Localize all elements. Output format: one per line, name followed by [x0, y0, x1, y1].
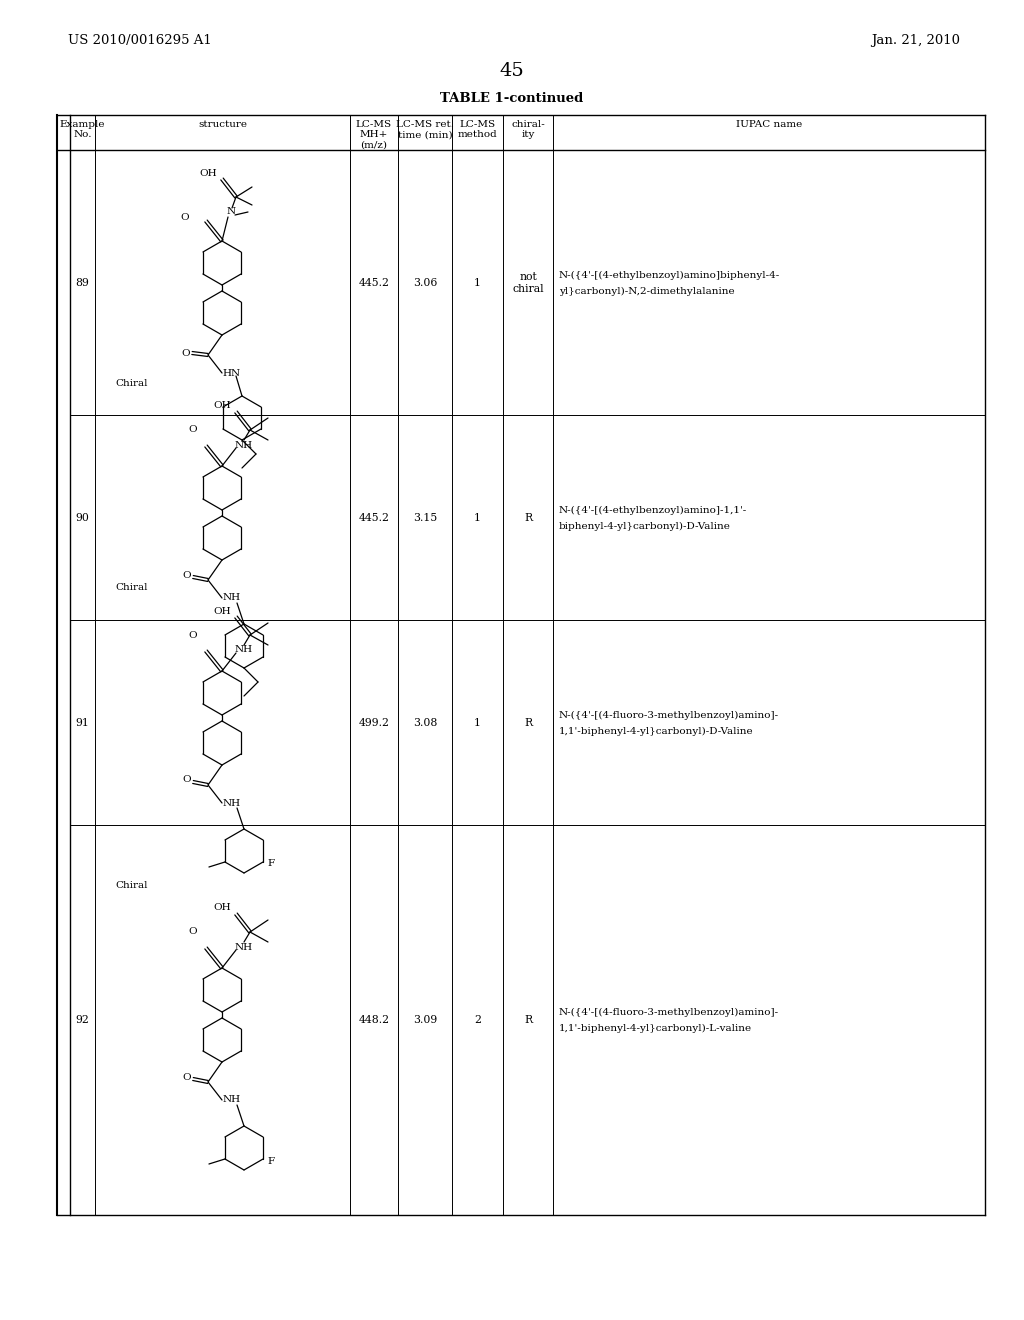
- Text: F: F: [267, 859, 274, 869]
- Text: O: O: [182, 570, 191, 579]
- Text: 3.09: 3.09: [413, 1015, 437, 1026]
- Text: 3.06: 3.06: [413, 279, 437, 288]
- Text: 1: 1: [474, 718, 481, 729]
- Text: Example
No.: Example No.: [59, 120, 105, 140]
- Text: Chiral: Chiral: [115, 583, 147, 593]
- Text: N: N: [226, 207, 236, 216]
- Text: 89: 89: [76, 279, 89, 288]
- Text: LC-MS
MH+
(m/z): LC-MS MH+ (m/z): [356, 120, 392, 149]
- Text: O: O: [182, 1072, 191, 1081]
- Text: R: R: [524, 1015, 532, 1026]
- Text: O: O: [180, 213, 189, 222]
- Text: TABLE 1-continued: TABLE 1-continued: [440, 92, 584, 106]
- Text: not
chiral: not chiral: [512, 272, 544, 294]
- Text: Chiral: Chiral: [115, 880, 147, 890]
- Text: N-({4'-[(4-ethylbenzoyl)amino]biphenyl-4-: N-({4'-[(4-ethylbenzoyl)amino]biphenyl-4…: [559, 271, 780, 280]
- Text: O: O: [181, 348, 190, 358]
- Text: 92: 92: [76, 1015, 89, 1026]
- Text: HN: HN: [223, 368, 241, 378]
- Text: 445.2: 445.2: [358, 513, 389, 523]
- Text: F: F: [267, 1156, 274, 1166]
- Text: OH: OH: [200, 169, 217, 177]
- Text: 445.2: 445.2: [358, 279, 389, 288]
- Text: US 2010/0016295 A1: US 2010/0016295 A1: [68, 34, 212, 48]
- Text: IUPAC name: IUPAC name: [736, 120, 802, 129]
- Text: yl}carbonyl)-N,2-dimethylalanine: yl}carbonyl)-N,2-dimethylalanine: [559, 286, 734, 296]
- Text: R: R: [524, 513, 532, 523]
- Text: 91: 91: [76, 718, 89, 729]
- Text: NH: NH: [223, 594, 241, 602]
- Text: OH: OH: [213, 903, 230, 912]
- Text: O: O: [188, 928, 198, 936]
- Text: R: R: [524, 718, 532, 729]
- Text: chiral-
ity: chiral- ity: [511, 120, 545, 140]
- Text: NH: NH: [234, 645, 253, 655]
- Text: 45: 45: [500, 62, 524, 81]
- Text: 499.2: 499.2: [358, 718, 389, 729]
- Text: O: O: [182, 776, 191, 784]
- Text: NH: NH: [223, 799, 241, 808]
- Text: 1: 1: [474, 513, 481, 523]
- Text: N-({4'-[(4-ethylbenzoyl)amino]-1,1'-: N-({4'-[(4-ethylbenzoyl)amino]-1,1'-: [559, 506, 748, 515]
- Text: 3.15: 3.15: [413, 513, 437, 523]
- Text: 1,1'-biphenyl-4-yl}carbonyl)-D-Valine: 1,1'-biphenyl-4-yl}carbonyl)-D-Valine: [559, 726, 754, 735]
- Text: LC-MS ret.
time (min): LC-MS ret. time (min): [396, 120, 454, 140]
- Text: structure: structure: [198, 120, 247, 129]
- Text: 1: 1: [474, 279, 481, 288]
- Text: O: O: [188, 631, 198, 639]
- Text: biphenyl-4-yl}carbonyl)-D-Valine: biphenyl-4-yl}carbonyl)-D-Valine: [559, 521, 731, 531]
- Text: 3.08: 3.08: [413, 718, 437, 729]
- Text: OH: OH: [213, 401, 230, 411]
- Text: Jan. 21, 2010: Jan. 21, 2010: [871, 34, 961, 48]
- Text: NH: NH: [223, 1096, 241, 1105]
- Text: Chiral: Chiral: [115, 379, 147, 388]
- Text: 1,1'-biphenyl-4-yl}carbonyl)-L-valine: 1,1'-biphenyl-4-yl}carbonyl)-L-valine: [559, 1023, 752, 1032]
- Text: NH: NH: [234, 942, 253, 952]
- Text: 2: 2: [474, 1015, 481, 1026]
- Text: N-({4'-[(4-fluoro-3-methylbenzoyl)amino]-: N-({4'-[(4-fluoro-3-methylbenzoyl)amino]…: [559, 1007, 779, 1016]
- Text: LC-MS
method: LC-MS method: [458, 120, 498, 140]
- Text: O: O: [188, 425, 198, 434]
- Text: NH: NH: [234, 441, 253, 450]
- Text: 90: 90: [76, 513, 89, 523]
- Text: 448.2: 448.2: [358, 1015, 389, 1026]
- Text: OH: OH: [213, 606, 230, 615]
- Text: N-({4'-[(4-fluoro-3-methylbenzoyl)amino]-: N-({4'-[(4-fluoro-3-methylbenzoyl)amino]…: [559, 710, 779, 719]
